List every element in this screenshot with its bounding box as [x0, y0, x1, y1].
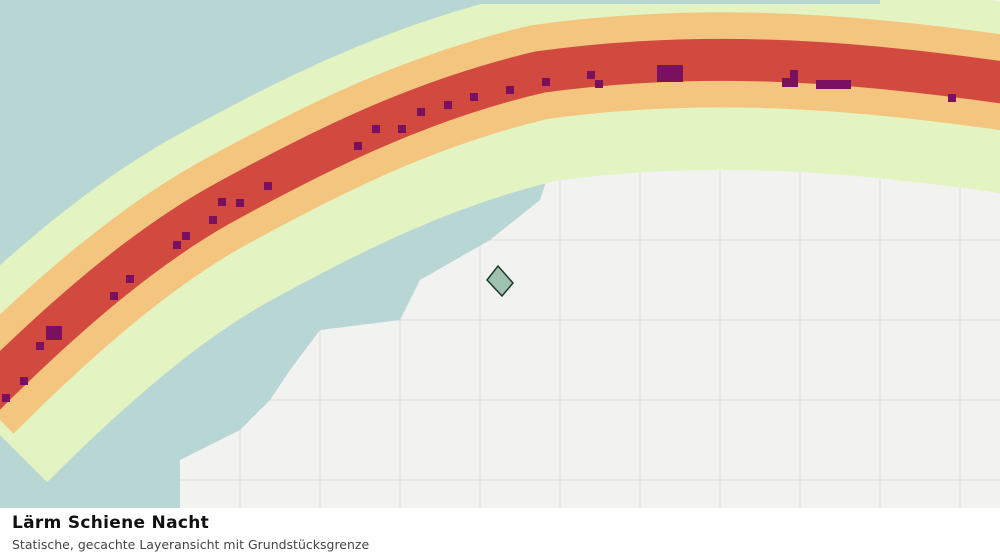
map-title: Lärm Schiene Nacht [12, 513, 210, 533]
caption: Lärm Schiene Nacht Statische, gecachte L… [0, 508, 1000, 560]
noise-zone-very-high [2, 65, 956, 402]
map-subtitle: Statische, gecachte Layeransicht mit Gru… [12, 537, 370, 552]
noise-zone-high [0, 38, 1000, 410]
parcel-boundary [486, 264, 514, 298]
map [0, 0, 1000, 508]
noise-zone-edge [0, 0, 880, 4]
